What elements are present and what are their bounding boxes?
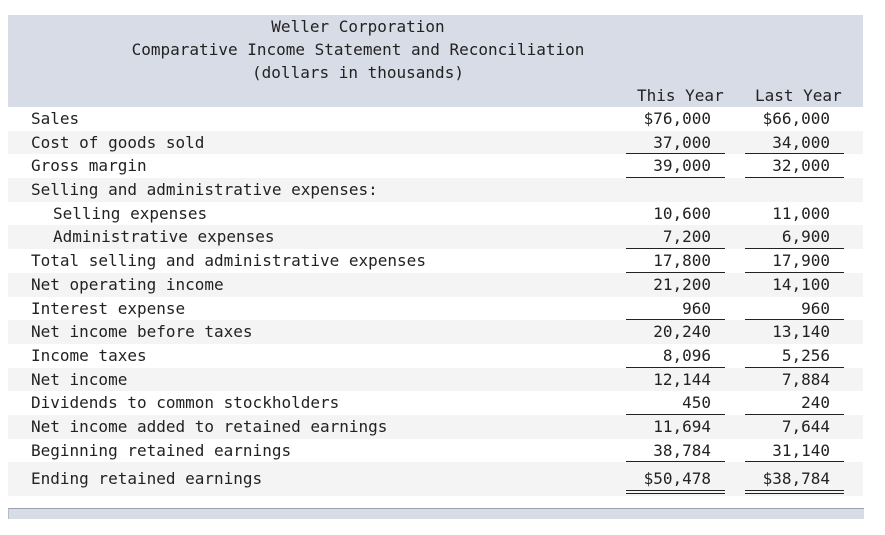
underline: [626, 177, 725, 179]
value-this-year: 20,240: [653, 322, 711, 342]
value-last-year: 14,100: [772, 274, 830, 294]
row-label: Cost of goods sold: [31, 132, 205, 152]
value-last-year: 32,000: [772, 156, 830, 176]
company-name: Weller Corporation: [271, 17, 445, 36]
underline: [745, 248, 844, 250]
value-last-year: 5,256: [781, 345, 830, 365]
row-label: Selling expenses: [53, 203, 208, 223]
table-row: Beginning retained earnings 38,784 31,14…: [8, 439, 863, 463]
underline: [745, 177, 844, 179]
income-statement: Weller Corporation Comparative Income St…: [8, 15, 863, 497]
underline: [626, 461, 725, 463]
value-last-year: 240: [801, 393, 830, 413]
table-row: Cost of goods sold 37,000 34,000: [8, 130, 863, 155]
underline: [745, 153, 844, 155]
row-label: Sales: [31, 109, 80, 128]
value-this-year: 8,096: [662, 345, 711, 365]
double-underline: [745, 490, 844, 495]
row-label: Gross margin: [31, 156, 147, 176]
underline: [745, 366, 844, 368]
column-header-last-year: Last Year: [755, 86, 842, 105]
table-row: Selling expenses 10,600 11,000: [8, 202, 863, 226]
table-row: Administrative expenses 7,200 6,900: [8, 225, 863, 250]
table-row: Dividends to common stockholders 450 240: [8, 391, 863, 415]
footer-bar: [8, 508, 864, 519]
row-label: Dividends to common stockholders: [31, 393, 340, 413]
underline: [626, 271, 725, 273]
underline: [745, 461, 844, 463]
table-row: Net income 12,144 7,884: [8, 367, 863, 392]
value-last-year: $66,000: [762, 109, 830, 128]
value-this-year: 960: [682, 298, 711, 318]
value-this-year: 450: [682, 393, 711, 413]
value-this-year: $76,000: [643, 109, 711, 128]
table-row: Gross margin 39,000 32,000: [8, 154, 863, 179]
row-label: Total selling and administrative expense…: [31, 251, 426, 271]
value-this-year: 12,144: [653, 369, 711, 389]
value-this-year: 10,600: [653, 203, 711, 223]
value-last-year: 34,000: [772, 132, 830, 152]
table-row: Total selling and administrative expense…: [8, 249, 863, 273]
row-label: Income taxes: [31, 345, 147, 365]
row-label: Interest expense: [31, 298, 186, 318]
value-this-year: 17,800: [653, 251, 711, 271]
table-row: Sales $76,000 $66,000: [8, 107, 863, 131]
value-last-year: 31,140: [772, 440, 830, 460]
row-label: Ending retained earnings: [31, 469, 263, 489]
value-last-year: 13,140: [772, 322, 830, 342]
row-label: Selling and administrative expenses:: [31, 180, 378, 200]
value-last-year: 6,900: [781, 227, 830, 247]
underline: [626, 366, 725, 368]
value-last-year: 17,900: [772, 251, 830, 271]
underline: [626, 153, 725, 155]
row-label: Beginning retained earnings: [31, 440, 292, 460]
column-header-this-year: This Year: [637, 86, 724, 105]
value-this-year: $50,478: [643, 469, 711, 489]
row-label: Net income: [31, 369, 128, 389]
table-row: Income taxes 8,096 5,256: [8, 344, 863, 368]
underline: [745, 271, 844, 273]
value-last-year: 960: [801, 298, 830, 318]
underline: [745, 413, 844, 415]
underline: [626, 413, 725, 415]
underline: [626, 319, 725, 321]
statement-header: Weller Corporation Comparative Income St…: [8, 15, 863, 107]
row-label: Administrative expenses: [53, 227, 275, 247]
table-row: Selling and administrative expenses:: [8, 178, 863, 202]
value-this-year: 11,694: [653, 416, 711, 436]
statement-title: Comparative Income Statement and Reconci…: [131, 40, 585, 59]
row-label: Net income added to retained earnings: [31, 416, 388, 436]
double-underline: [626, 490, 725, 495]
value-last-year: 7,644: [781, 416, 830, 436]
table-row: Net income added to retained earnings 11…: [8, 414, 863, 439]
table-row: Interest expense 960 960: [8, 297, 863, 321]
underline: [745, 319, 844, 321]
value-last-year: 11,000: [772, 203, 830, 223]
value-this-year: 39,000: [653, 156, 711, 176]
value-this-year: 37,000: [653, 132, 711, 152]
value-last-year: 7,884: [781, 369, 830, 389]
value-this-year: 7,200: [662, 227, 711, 247]
row-label: Net income before taxes: [31, 322, 253, 342]
table-row-total: Ending retained earnings $50,478 $38,784: [8, 462, 863, 497]
underline: [626, 248, 725, 250]
units-note: (dollars in thousands): [252, 63, 464, 82]
value-this-year: 38,784: [653, 440, 711, 460]
value-this-year: 21,200: [653, 274, 711, 294]
row-label: Net operating income: [31, 274, 224, 294]
value-last-year: $38,784: [762, 469, 830, 489]
table-row: Net operating income 21,200 14,100: [8, 272, 863, 297]
table-row: Net income before taxes 20,240 13,140: [8, 320, 863, 344]
